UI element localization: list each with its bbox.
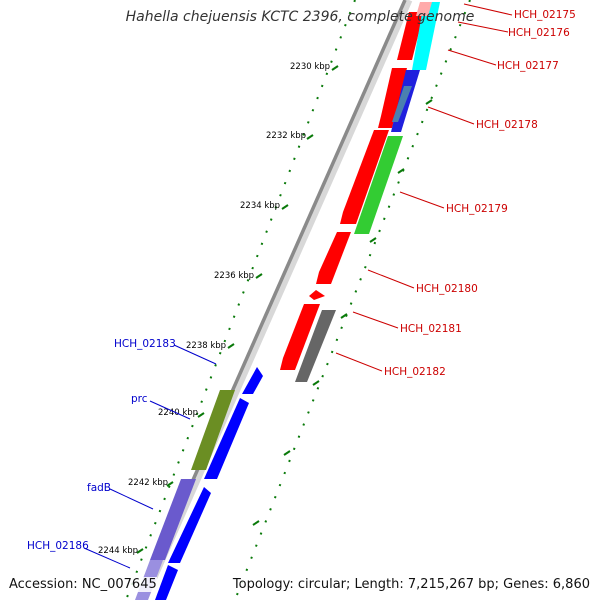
gene-label-hch-02186[interactable]: HCH_02186 (27, 540, 89, 552)
cds-pink[interactable] (416, 2, 432, 16)
cds-hch-02186-blue[interactable] (155, 565, 178, 600)
tick-label: 2244 kbp (98, 546, 138, 556)
tick-label: 2232 kbp (266, 131, 306, 141)
gene-label-hch-02183[interactable]: HCH_02183 (114, 338, 176, 350)
reverse-cds-track (295, 2, 440, 382)
tick-label: 2240 kbp (158, 408, 198, 418)
gene-label-fadb[interactable]: fadB (87, 482, 111, 494)
cds-steel[interactable] (392, 86, 412, 122)
cds-prc-blue[interactable] (204, 398, 249, 479)
cds-hch-02175[interactable] (397, 12, 424, 60)
cds-cyan[interactable] (412, 2, 440, 70)
cds-prc-olive[interactable] (191, 390, 235, 470)
left-cds-track (135, 367, 263, 600)
gene-label-hch-02175[interactable]: HCH_02175 (514, 9, 576, 21)
gene-label-prc[interactable]: prc (131, 393, 148, 405)
map-title: Hahella chejuensis KCTC 2396, complete g… (125, 9, 475, 25)
right-gene-labels: HCH_02175 HCH_02176 HCH_02177 HCH_02178 … (335, 3, 576, 378)
cds-gray[interactable] (295, 310, 336, 382)
cds-green[interactable] (354, 136, 403, 234)
outer-dotted-ring (125, 0, 356, 600)
inner-dotted-ring (234, 0, 471, 600)
cds-hch-02180[interactable] (280, 304, 320, 370)
gene-label-hch-02179[interactable]: HCH_02179 (446, 203, 508, 215)
inner-ticks (252, 99, 433, 526)
tick-label: 2230 kbp (290, 62, 330, 72)
cds-hch-02179[interactable] (309, 290, 325, 300)
forward-cds-track (280, 12, 424, 370)
cds-hch-02177[interactable] (340, 130, 389, 224)
cds-fadb-blue[interactable] (168, 487, 211, 563)
tick-label: 2238 kbp (186, 341, 226, 351)
gene-label-hch-02178[interactable]: HCH_02178 (476, 119, 538, 131)
cds-hch-02178[interactable] (316, 232, 351, 284)
gene-label-hch-02180[interactable]: HCH_02180 (416, 283, 478, 295)
scale-ticks: 2230 kbp 2232 kbp 2234 kbp 2236 kbp 2238… (98, 62, 339, 556)
tick-label: 2236 kbp (214, 271, 254, 281)
left-gene-labels: HCH_02183 prc fadB HCH_02186 (27, 338, 217, 569)
gene-label-hch-02181[interactable]: HCH_02181 (400, 323, 462, 335)
gene-label-hch-02182[interactable]: HCH_02182 (384, 366, 446, 378)
cds-hch-02176[interactable] (378, 68, 407, 128)
tick-label: 2234 kbp (240, 201, 280, 211)
genome-summary: Topology: circular; Length: 7,215,267 bp… (232, 577, 590, 592)
cds-hch-02183[interactable] (242, 367, 263, 394)
gene-label-hch-02177[interactable]: HCH_02177 (497, 60, 559, 72)
tick-label: 2242 kbp (128, 478, 168, 488)
accession-label: Accession: NC_007645 (9, 577, 157, 592)
gene-label-hch-02176[interactable]: HCH_02176 (508, 27, 570, 39)
cds-fadb-purple[interactable] (150, 479, 196, 560)
